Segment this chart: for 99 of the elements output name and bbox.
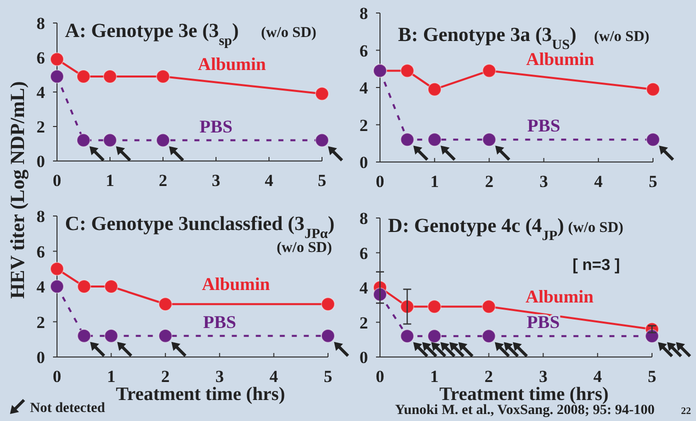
y-tick-label: 8 (36, 207, 45, 226)
chart-subtitle: (w/o SD) (261, 25, 316, 41)
text: Yunoki M. et al., VoxSang. 2008; 95: 94-100 (395, 403, 655, 418)
y-tick-label: 0 (36, 348, 45, 367)
point (482, 329, 496, 344)
y-tick-label: 6 (360, 244, 368, 263)
x-tick-label: 2 (158, 171, 168, 190)
x-tick-label: 3 (540, 172, 548, 191)
chart-title: D: Genotype 4c (4$_{JP}$) (388, 215, 564, 244)
point (77, 280, 92, 294)
x-tick-label: 0 (376, 172, 384, 191)
x-axis-title: Treatment time (hrs) (439, 384, 609, 405)
x-tick-label: 0 (52, 367, 62, 386)
point (482, 132, 496, 147)
text: 22 (681, 406, 691, 417)
point (158, 297, 172, 312)
chart-title: A: Genotype 3e (3$_{sp}$) (65, 20, 239, 48)
series-label: PBS (526, 312, 560, 332)
y-tick-label: 8 (36, 14, 45, 33)
series-label: PBS (527, 116, 560, 136)
series-label: PBS (203, 312, 236, 332)
x-tick-label: 4 (593, 367, 602, 386)
point (76, 69, 90, 84)
x-tick-label: 2 (161, 367, 170, 386)
point (50, 69, 64, 84)
x-tick-label: 4 (270, 367, 279, 386)
y-tick-label: 4 (36, 83, 46, 102)
point (103, 133, 117, 148)
x-tick-label: 0 (376, 367, 384, 386)
x-tick-label: 3 (212, 171, 220, 190)
point (156, 69, 170, 84)
point (646, 82, 660, 96)
y-tick-label: 4 (360, 278, 368, 298)
point (400, 329, 414, 344)
x-axis-title: Treatment time (hrs) (116, 384, 286, 405)
x-tick-label: 4 (264, 171, 274, 190)
y-tick-label: 2 (360, 116, 368, 135)
point (104, 280, 118, 294)
series-label: Albumin (526, 286, 594, 306)
x-tick-label: 1 (106, 367, 116, 386)
x-tick-label: 1 (106, 171, 114, 190)
x-tick-label: 5 (324, 367, 332, 386)
series-label: Albumin (198, 54, 266, 74)
point (77, 328, 92, 343)
point (76, 133, 90, 148)
point (646, 132, 660, 147)
y-tick-label: 4 (360, 78, 368, 98)
point (50, 262, 64, 276)
point (156, 133, 170, 148)
point (427, 329, 442, 344)
y-tick-label: 2 (36, 312, 45, 332)
point (428, 82, 442, 96)
point (321, 297, 335, 312)
point (321, 328, 335, 343)
x-tick-label: 1 (430, 367, 439, 386)
chart-title: C: Genotype 3unclassfied (3$_{JPα}$) (65, 213, 334, 242)
point (427, 300, 442, 314)
x-tick-label: 3 (215, 367, 224, 386)
chart-subtitle: (w/o SD) (568, 220, 624, 236)
x-tick-label: 2 (484, 367, 494, 386)
annotation: [ n=3 ] (572, 257, 620, 274)
y-tick-label: 0 (36, 152, 45, 171)
y-tick-label: 6 (36, 48, 45, 68)
y-tick-label: 6 (36, 242, 45, 262)
y-tick-label: 2 (360, 313, 368, 332)
y-tick-label: 2 (36, 118, 45, 136)
y-tick-label: 8 (360, 209, 368, 228)
text: (w/o SD) (594, 29, 650, 45)
text: (w/o SD) (276, 240, 332, 256)
x-tick-label: 2 (484, 172, 494, 191)
y-tick-label: 6 (360, 41, 368, 60)
point (104, 328, 118, 343)
point (103, 69, 117, 84)
y-tick-label: 8 (360, 4, 368, 23)
x-tick-label: 5 (648, 367, 656, 386)
point (400, 64, 414, 78)
y-tick-label: 4 (36, 278, 46, 296)
point (482, 300, 496, 314)
x-tick-label: 0 (52, 171, 62, 190)
point (158, 328, 172, 343)
point (50, 52, 64, 66)
x-tick-label: 5 (318, 171, 326, 190)
text: Not detected (30, 401, 106, 416)
series-label: PBS (199, 116, 233, 136)
point (373, 287, 387, 302)
x-tick-label: 4 (594, 172, 604, 191)
point (315, 86, 329, 101)
y-axis-title: HEV titer (Log NDP/mL) (7, 81, 29, 299)
point (482, 64, 496, 78)
point (400, 132, 414, 147)
y-tick-label: 0 (360, 348, 368, 367)
point (50, 280, 64, 294)
series-label: Albumin (202, 274, 270, 294)
x-tick-label: 5 (648, 172, 658, 191)
point (315, 133, 329, 148)
x-tick-label: 1 (430, 172, 439, 191)
y-tick-label: 0 (360, 153, 368, 172)
point (428, 132, 442, 147)
x-tick-label: 3 (538, 367, 548, 386)
